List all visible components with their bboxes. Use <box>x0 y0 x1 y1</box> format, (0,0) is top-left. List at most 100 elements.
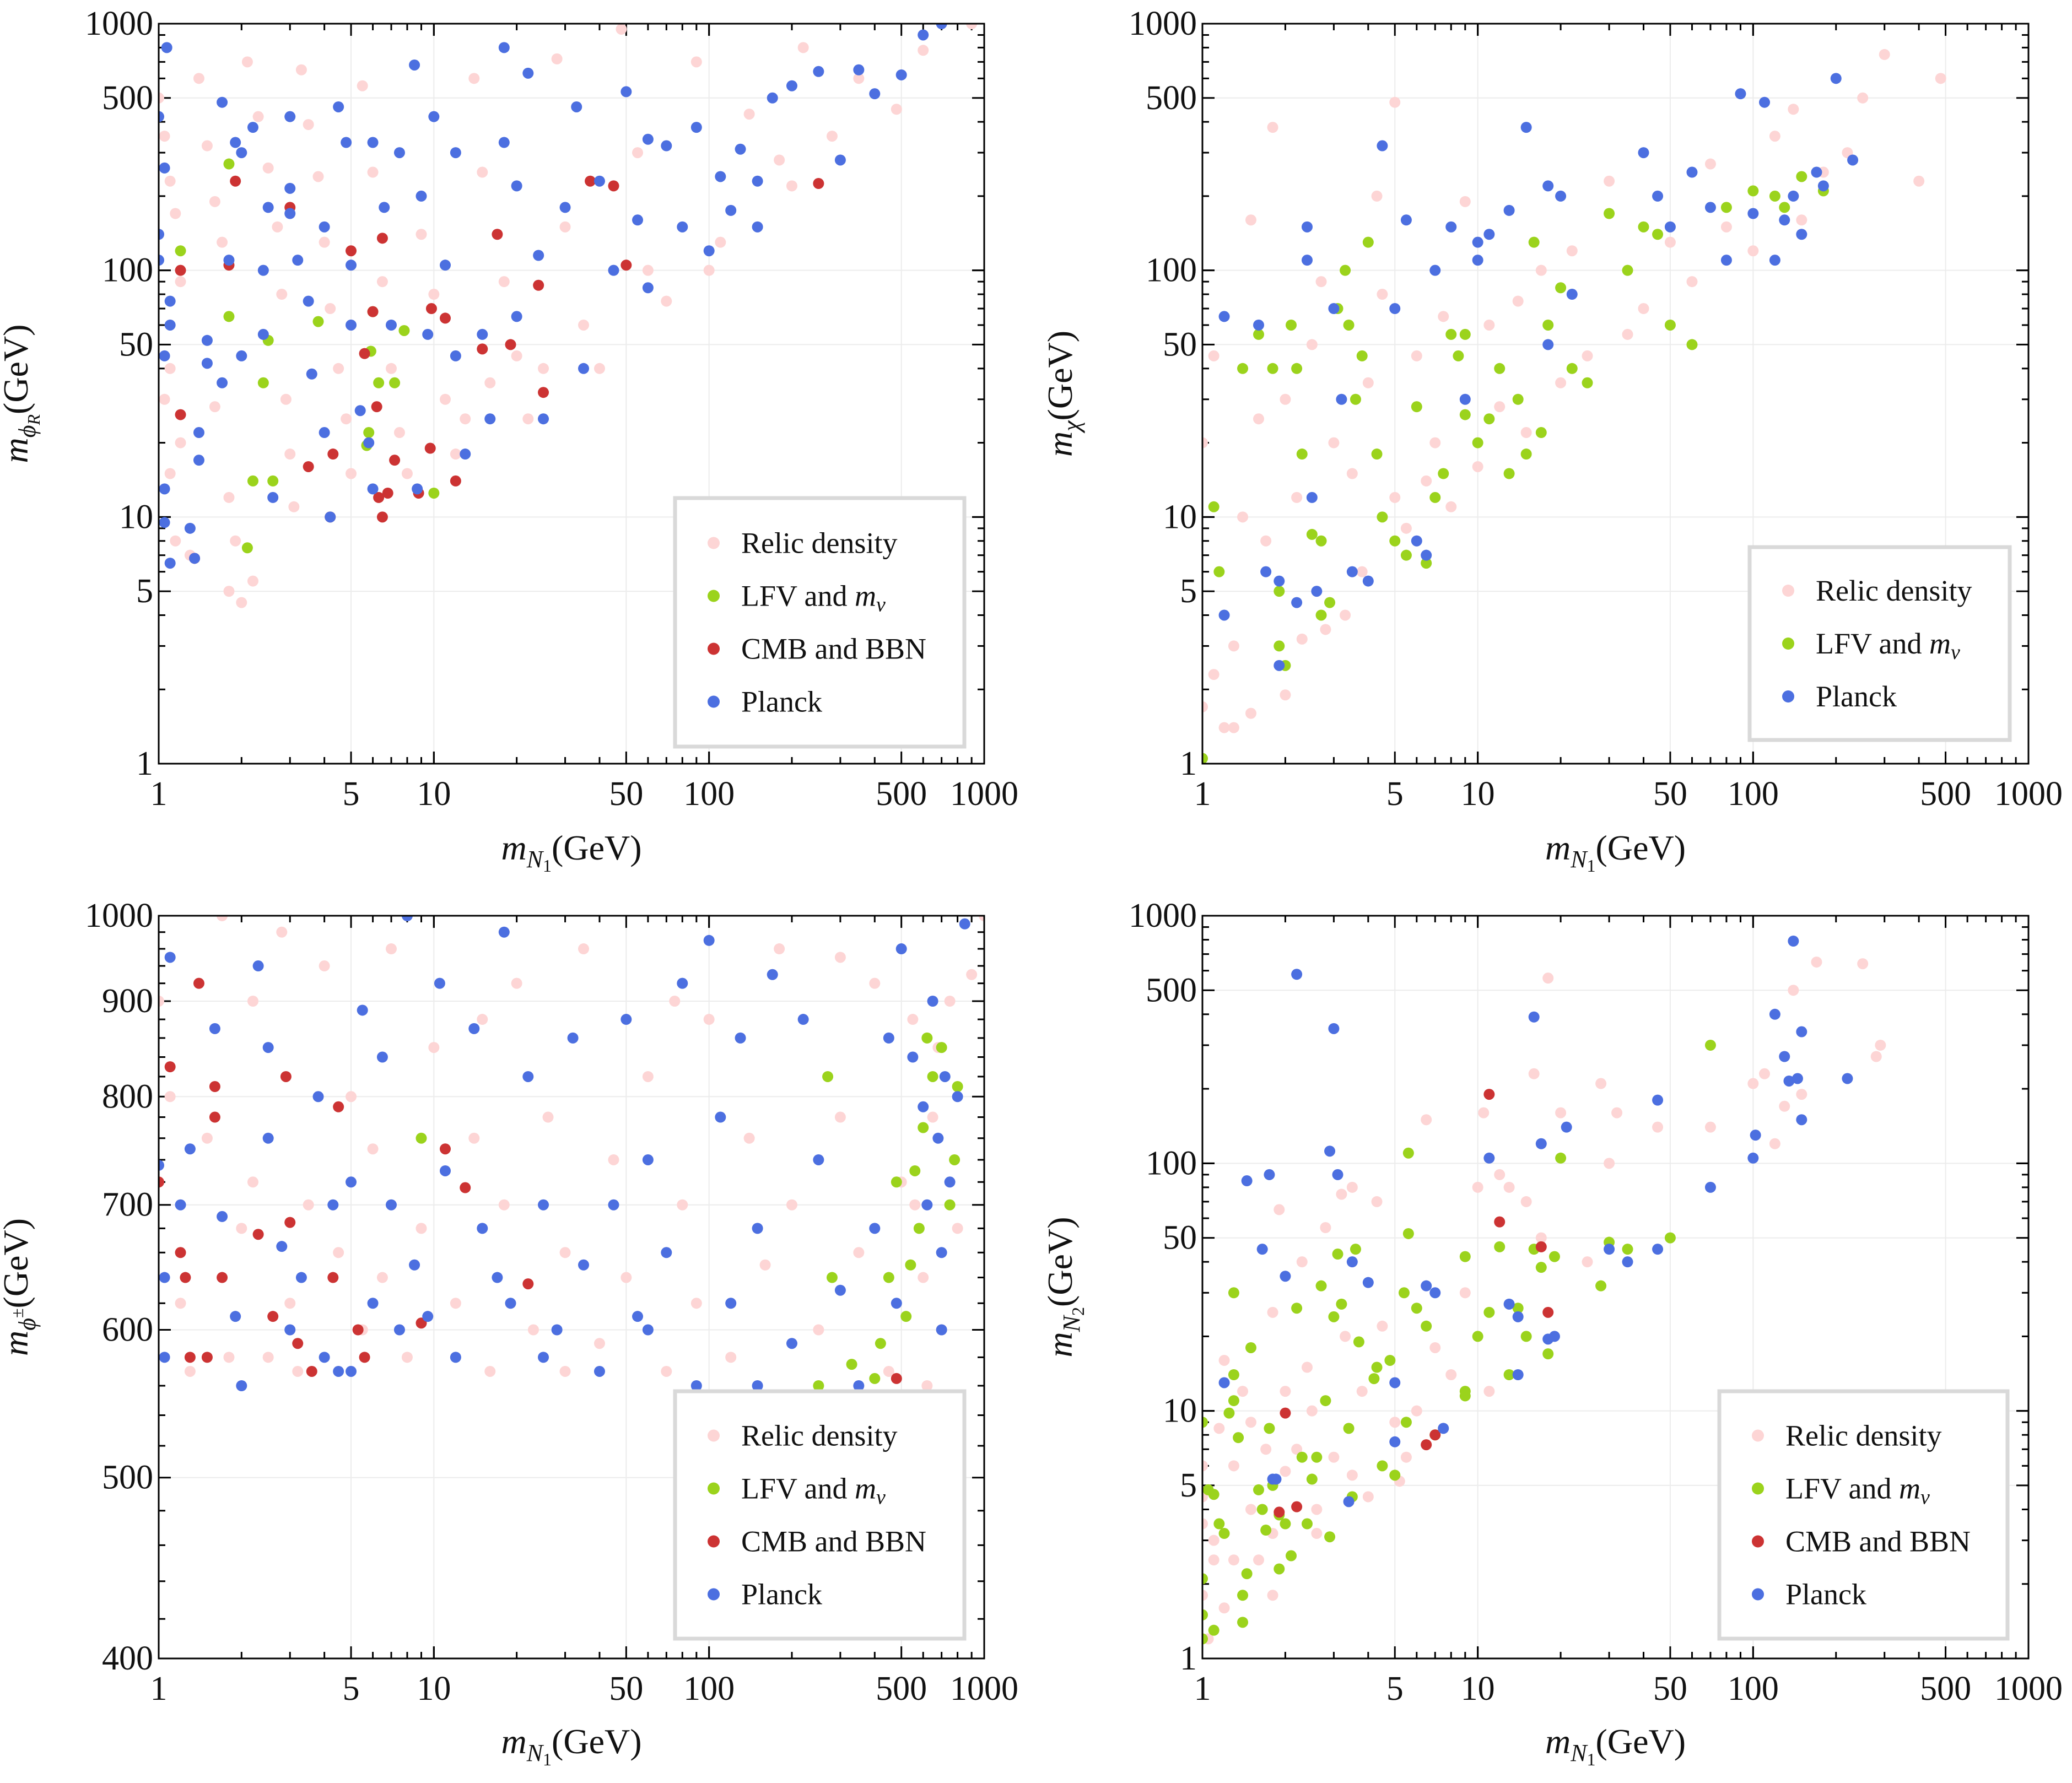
data-point-lfv <box>1652 229 1664 240</box>
data-point-planck <box>306 368 317 380</box>
data-point-planck <box>936 1324 947 1336</box>
data-point-cmb <box>460 1182 471 1193</box>
data-point-relic <box>1245 214 1256 226</box>
data-point-planck <box>1555 190 1567 202</box>
data-point-planck <box>184 1143 196 1155</box>
data-point-relic <box>743 109 755 120</box>
y-tick-label: 1 <box>1180 745 1197 782</box>
data-point-relic <box>1483 1386 1495 1397</box>
data-point-planck <box>460 449 471 460</box>
data-point-relic <box>1267 1306 1278 1318</box>
data-point-relic <box>909 1199 921 1211</box>
data-point-lfv <box>1315 609 1327 621</box>
data-point-relic <box>376 276 388 288</box>
data-point-relic <box>1280 393 1291 405</box>
data-point-planck <box>551 1324 563 1336</box>
data-point-lfv <box>1274 640 1285 652</box>
data-point-lfv <box>1260 1525 1272 1536</box>
data-point-relic <box>918 45 929 56</box>
data-point-planck <box>217 96 228 108</box>
data-point-relic <box>927 1111 938 1123</box>
data-point-planck <box>1796 1026 1807 1038</box>
data-point-relic <box>164 175 176 187</box>
data-point-lfv <box>1566 363 1578 374</box>
x-tick-label: 1 <box>150 1670 168 1708</box>
y-tick-label: 1000 <box>85 5 153 42</box>
data-point-relic <box>376 1272 388 1283</box>
data-point-relic <box>1208 1535 1220 1546</box>
data-point-lfv <box>1241 1568 1253 1580</box>
data-point-lfv <box>1202 1573 1208 1585</box>
legend-label-symbol: m <box>1899 1472 1920 1505</box>
data-point-relic <box>1459 196 1471 207</box>
data-point-cmb <box>280 1071 292 1082</box>
data-point-relic <box>1320 1222 1331 1233</box>
data-point-relic <box>1274 1204 1285 1215</box>
data-point-relic <box>241 56 253 68</box>
data-point-relic <box>1747 1078 1759 1089</box>
y-tick-label: 1 <box>136 745 153 782</box>
data-point-relic <box>1483 319 1495 331</box>
data-point-lfv <box>1664 319 1676 331</box>
data-point-lfv <box>1604 208 1615 219</box>
legend: Relic density LFV and mν CMB and BBN Planck <box>1717 1389 2010 1641</box>
data-point-lfv <box>936 1042 947 1053</box>
legend-label-planck: Planck <box>741 1578 822 1611</box>
legend-label-lfv: LFV and mν <box>1816 627 1960 664</box>
data-point-planck <box>236 1380 247 1391</box>
data-point-planck <box>159 255 164 266</box>
data-point-relic <box>1245 1417 1256 1428</box>
data-point-relic <box>1520 427 1532 439</box>
data-point-relic <box>834 1111 846 1123</box>
data-point-lfv <box>1548 1251 1560 1262</box>
data-point-lfv <box>1494 1241 1506 1252</box>
data-point-relic <box>1438 311 1449 322</box>
data-point-planck <box>175 1199 186 1211</box>
data-point-lfv <box>1411 401 1422 413</box>
data-point-planck <box>498 42 510 53</box>
data-point-cmb <box>367 306 379 317</box>
data-point-lfv <box>1512 393 1524 405</box>
data-point-relic <box>1389 491 1401 503</box>
data-point-relic <box>703 1014 715 1025</box>
data-point-planck <box>567 1032 579 1044</box>
data-point-relic <box>869 977 881 989</box>
data-point-cmb <box>492 229 503 240</box>
data-point-lfv <box>1202 1633 1208 1645</box>
data-point-lfv <box>1595 1280 1607 1292</box>
data-point-planck <box>895 69 907 80</box>
data-point-lfv <box>1245 1342 1256 1353</box>
data-point-relic <box>918 1272 929 1283</box>
x-tick-label: 1 <box>1194 775 1211 813</box>
data-point-relic <box>1291 1444 1303 1455</box>
data-point-cmb <box>1280 1407 1291 1419</box>
data-point-relic <box>1870 1051 1882 1062</box>
data-point-relic <box>1520 1196 1532 1207</box>
data-point-lfv <box>1438 468 1449 479</box>
y-axis-label: mϕ±(GeV) <box>0 1218 41 1356</box>
y-axis-label-symbol: m <box>0 437 35 463</box>
x-axis-label-symbol: m <box>1545 828 1571 867</box>
data-point-lfv <box>869 1373 881 1384</box>
data-point-relic <box>1622 328 1633 340</box>
legend-label-planck: Planck <box>1785 1578 1866 1611</box>
data-point-planck <box>715 171 726 182</box>
data-point-relic <box>1218 1354 1230 1366</box>
data-point-relic <box>1535 264 1547 276</box>
x-axis-label: mN1(GeV) <box>1545 828 1686 876</box>
x-axis-label-subsubscript: 1 <box>543 1749 552 1769</box>
data-point-relic <box>1202 1460 1208 1472</box>
y-axis-label-subscript: ϕ <box>14 425 41 438</box>
y-axis-label-unit: (GeV) <box>0 1218 35 1308</box>
data-point-relic <box>1291 491 1303 503</box>
data-point-planck <box>1306 491 1318 503</box>
data-point-relic <box>826 131 838 142</box>
data-point-lfv <box>247 475 258 487</box>
data-point-planck <box>1411 535 1422 547</box>
data-point-relic <box>1638 303 1649 315</box>
data-point-lfv <box>1296 449 1308 460</box>
data-point-planck <box>230 137 241 148</box>
data-point-relic <box>1796 214 1807 226</box>
x-axis-label-unit: (GeV) <box>1596 1722 1686 1761</box>
legend-marker-lfv <box>708 1482 720 1495</box>
